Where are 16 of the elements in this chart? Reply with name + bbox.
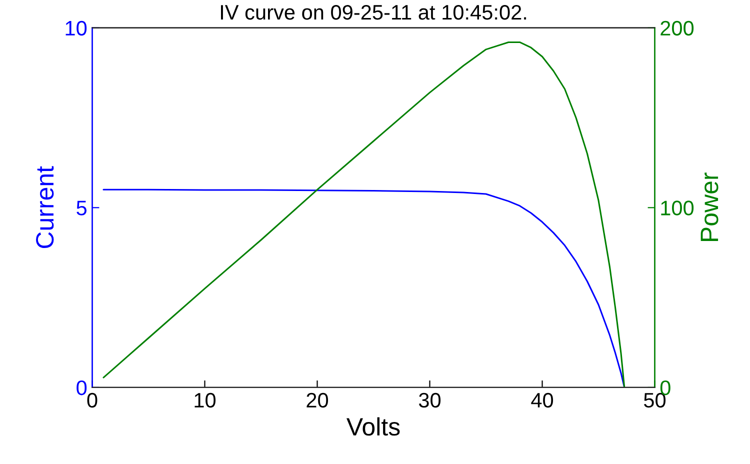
line-series: [102, 41, 626, 388]
x-tick-label: 20: [306, 392, 328, 408]
y2-tick-label: 200: [660, 20, 694, 36]
y-tick-label: 5: [76, 200, 87, 216]
x-axis-title: Volts: [346, 417, 400, 436]
y-tick-label: 10: [66, 20, 87, 36]
line-series: [102, 188, 626, 388]
x-tick-label: 40: [531, 392, 554, 408]
x-tick-label: 30: [418, 392, 441, 408]
x-tick-label: 0: [87, 392, 98, 408]
y2-tick-label: 100: [661, 200, 694, 216]
y-tick-label: 0: [76, 380, 87, 396]
y2-axis-title: Power: [700, 172, 718, 242]
y-axis-title: Current: [36, 166, 54, 248]
x-tick-label: 10: [194, 392, 216, 408]
chart-title: IV curve on 09-25-11 at 10:45:02.: [221, 4, 526, 20]
